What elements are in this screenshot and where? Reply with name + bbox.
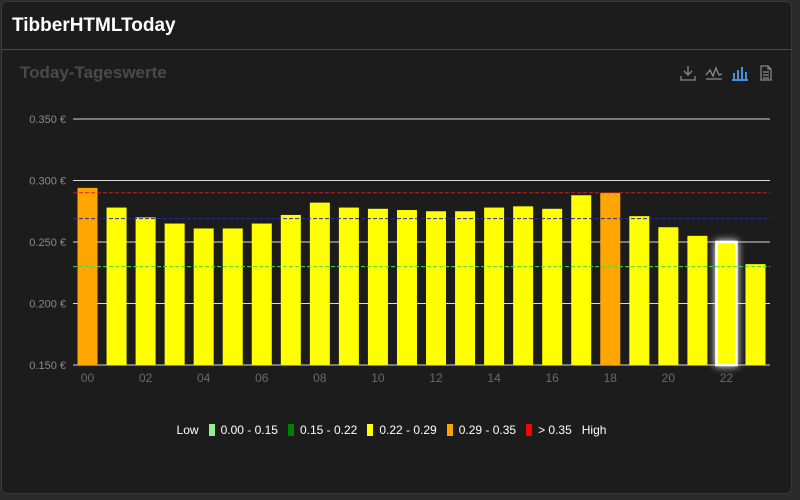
bar	[164, 223, 185, 365]
legend-item-label: > 0.35	[538, 423, 572, 437]
y-tick-label: 0.200 €	[29, 299, 66, 311]
legend-swatch	[208, 424, 215, 436]
bar	[77, 187, 98, 365]
line-chart-icon[interactable]	[705, 64, 723, 82]
y-tick-label: 0.350 €	[29, 114, 66, 126]
bar	[396, 210, 417, 365]
x-tick-label: 22	[720, 371, 734, 385]
download-icon[interactable]	[679, 64, 697, 82]
x-tick-label: 16	[546, 371, 560, 385]
x-tick-label: 04	[197, 371, 211, 385]
bar	[455, 211, 476, 365]
card-header: TibberHTMLToday	[2, 2, 791, 50]
legend-item-label: 0.22 - 0.29	[379, 423, 437, 437]
bar	[687, 235, 708, 365]
bar	[513, 206, 534, 365]
bar	[135, 217, 156, 365]
x-tick-label: 00	[81, 371, 95, 385]
x-tick-label: 12	[429, 371, 443, 385]
legend-low-label: Low	[176, 423, 199, 437]
bar	[106, 207, 127, 365]
bar	[745, 264, 766, 365]
chart-toolbar	[679, 64, 775, 82]
x-tick-label: 08	[313, 371, 327, 385]
chart-legend: Low 0.00 - 0.15 0.15 - 0.22 0.22 - 0.29 0.29…	[2, 423, 791, 437]
legend-item-label: 0.00 - 0.15	[220, 423, 278, 437]
y-tick-label: 0.150 €	[29, 360, 66, 372]
legend-swatch	[446, 424, 453, 436]
card-title: TibberHTMLToday	[12, 14, 176, 36]
x-tick-label: 02	[139, 371, 153, 385]
legend-high-label: High	[581, 423, 607, 437]
bar	[542, 208, 563, 365]
bar	[484, 207, 505, 365]
bar	[426, 211, 447, 365]
x-tick-label: 20	[662, 371, 676, 385]
x-tick-label: 18	[604, 371, 618, 385]
y-tick-label: 0.300 €	[29, 176, 66, 188]
document-icon[interactable]	[757, 64, 775, 82]
bar	[571, 195, 592, 365]
chart-title: Today-Tageswerte	[20, 63, 167, 82]
y-tick-label: 0.250 €	[29, 237, 66, 249]
bar	[600, 192, 621, 365]
x-tick-label: 06	[255, 371, 269, 385]
legend-swatch	[526, 424, 533, 436]
legend-item-label: 0.29 - 0.35	[458, 423, 517, 437]
bar-chart-icon[interactable]	[731, 64, 749, 82]
bar	[658, 227, 679, 365]
legend-swatch	[287, 424, 294, 436]
x-tick-label: 10	[371, 371, 385, 385]
bar	[367, 208, 388, 365]
bar-chart: 0.150 € 0.200 € 0.250 € 0.300 € 0.350 € 00 02 0…	[29, 114, 770, 385]
bar	[338, 207, 359, 365]
bar	[222, 228, 243, 365]
bar-current-hour	[715, 240, 738, 367]
legend-swatch	[367, 424, 374, 436]
chart-card: TibberHTMLToday Today-Tageswerte 0.150 €…	[1, 1, 792, 494]
legend-item-label: 0.15 - 0.22	[299, 423, 358, 437]
x-tick-label: 14	[487, 371, 501, 385]
bar	[629, 216, 650, 365]
bar	[280, 214, 301, 365]
bar	[251, 223, 272, 365]
bar	[309, 202, 330, 365]
bar	[193, 228, 214, 365]
